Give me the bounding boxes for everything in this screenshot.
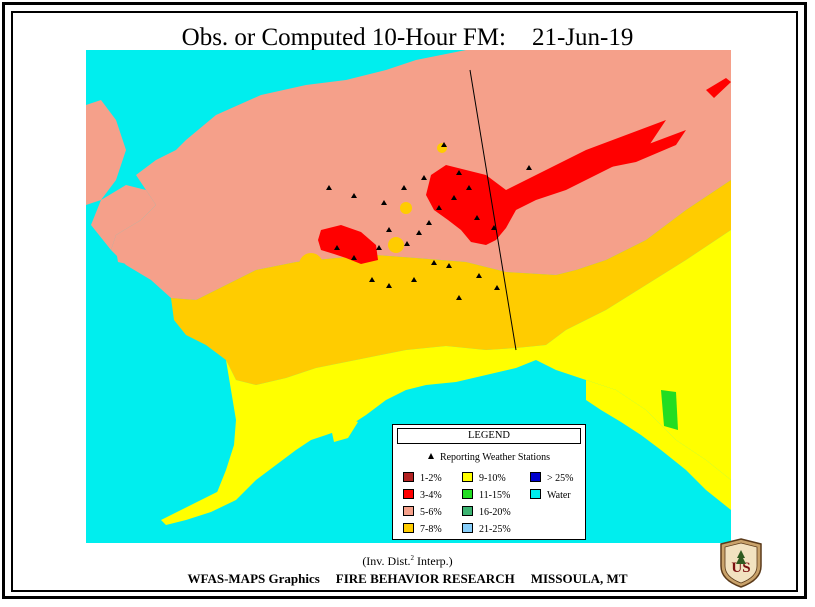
legend-swatch bbox=[462, 523, 473, 533]
legend-item-label: 9-10% bbox=[479, 473, 506, 484]
legend-swatch bbox=[403, 506, 414, 516]
station-marker bbox=[494, 285, 500, 290]
legend-swatch bbox=[403, 523, 414, 533]
legend-item-label: 7-8% bbox=[420, 524, 442, 535]
station-marker bbox=[401, 185, 407, 190]
legend-item-label: 11-15% bbox=[479, 490, 511, 501]
map-title: Obs. or Computed 10-Hour FM: 21-Jun-19 bbox=[0, 24, 815, 52]
legend-stations-entry: Reporting Weather Stations bbox=[393, 452, 585, 463]
station-marker bbox=[526, 165, 532, 170]
station-marker bbox=[436, 205, 442, 210]
station-marker bbox=[474, 215, 480, 220]
legend-item-label: 16-20% bbox=[479, 507, 511, 518]
station-marker bbox=[411, 277, 417, 282]
footer-right: MISSOULA, MT bbox=[530, 571, 628, 586]
station-marker bbox=[451, 195, 457, 200]
usfs-shield-logo: US bbox=[720, 538, 762, 588]
footer-left: WFAS-MAPS Graphics bbox=[187, 571, 320, 586]
legend-item-label: Water bbox=[547, 490, 571, 501]
station-marker bbox=[386, 227, 392, 232]
legend-item-label: 3-4% bbox=[420, 490, 442, 501]
legend-swatch bbox=[403, 489, 414, 499]
alaska-canada-border bbox=[469, 69, 517, 351]
station-marker bbox=[381, 200, 387, 205]
zone-9-10-land bbox=[216, 230, 731, 495]
footer-credits: WFAS-MAPS Graphics FIRE BEHAVIOR RESEARCH… bbox=[0, 571, 815, 587]
zone-3-4-west bbox=[318, 225, 378, 264]
legend-item: 16-20% bbox=[462, 506, 511, 519]
alaska-peninsula bbox=[161, 480, 256, 525]
inner-frame bbox=[11, 11, 798, 592]
legend-item: 5-6% bbox=[403, 506, 442, 519]
legend-item: 11-15% bbox=[462, 489, 510, 502]
kodiak-island bbox=[331, 418, 358, 442]
station-marker bbox=[404, 241, 410, 246]
interpolation-note: (Inv. Dist.2 Interp.) bbox=[0, 554, 815, 569]
station-marker bbox=[446, 263, 452, 268]
interp-pre: (Inv. Dist. bbox=[362, 554, 411, 568]
interp-post: Interp.) bbox=[414, 554, 453, 568]
station-marker bbox=[386, 283, 392, 288]
legend-item: 9-10% bbox=[462, 472, 506, 485]
footer-center: FIRE BEHAVIOR RESEARCH bbox=[335, 571, 515, 586]
station-marker bbox=[334, 245, 340, 250]
legend-swatch bbox=[462, 506, 473, 516]
zone-11-15-patch bbox=[661, 390, 678, 430]
station-marker bbox=[456, 170, 462, 175]
zone-5-6-land bbox=[111, 50, 731, 300]
station-marker bbox=[491, 225, 497, 230]
southeast-panhandle bbox=[586, 380, 731, 510]
legend-swatch bbox=[462, 489, 473, 499]
zone-3-4-east bbox=[606, 130, 686, 168]
station-marker bbox=[326, 185, 332, 190]
outer-frame bbox=[2, 2, 807, 599]
station-marker bbox=[426, 220, 432, 225]
zone-7-8-spot bbox=[400, 202, 412, 214]
station-marker bbox=[369, 277, 375, 282]
station-marker bbox=[441, 142, 447, 147]
station-triangle-icon bbox=[427, 453, 434, 459]
st-lawrence-island bbox=[116, 245, 146, 265]
legend-item: 21-25% bbox=[462, 523, 511, 536]
station-marker bbox=[466, 185, 472, 190]
station-marker bbox=[456, 295, 462, 300]
legend-item: 1-2% bbox=[403, 472, 442, 485]
legend-title: LEGEND bbox=[397, 428, 581, 444]
station-marker bbox=[416, 230, 422, 235]
legend-item-label: > 25% bbox=[547, 473, 574, 484]
zone-3-4-northeast bbox=[706, 78, 731, 98]
legend-item: 3-4% bbox=[403, 489, 442, 502]
legend-swatch bbox=[462, 472, 473, 482]
map-legend: LEGEND Reporting Weather Stations 1-2% 3… bbox=[392, 424, 586, 540]
legend-item: 7-8% bbox=[403, 523, 442, 536]
seward-peninsula bbox=[91, 185, 156, 250]
zone-7-8-spot bbox=[299, 253, 323, 277]
weather-stations bbox=[326, 142, 532, 300]
station-marker bbox=[376, 245, 382, 250]
northwest-land bbox=[86, 100, 126, 205]
legend-item: > 25% bbox=[530, 472, 573, 485]
station-marker bbox=[476, 273, 482, 278]
title-text: Obs. or Computed 10-Hour FM: bbox=[181, 24, 506, 51]
legend-swatch bbox=[403, 472, 414, 482]
zone-7-8-spot bbox=[388, 237, 404, 253]
legend-swatch bbox=[530, 489, 541, 499]
interp-sup: 2 bbox=[410, 554, 415, 562]
legend-swatch bbox=[530, 472, 541, 482]
legend-item-label: 5-6% bbox=[420, 507, 442, 518]
title-date: 21-Jun-19 bbox=[531, 24, 634, 51]
station-marker bbox=[421, 175, 427, 180]
legend-item: Water bbox=[530, 489, 571, 502]
zone-3-4-central bbox=[426, 120, 666, 245]
legend-item-label: 1-2% bbox=[420, 473, 442, 484]
station-marker bbox=[351, 255, 357, 260]
legend-item-label: 21-25% bbox=[479, 524, 511, 535]
legend-stations-label: Reporting Weather Stations bbox=[439, 452, 551, 463]
station-marker bbox=[351, 193, 357, 198]
station-marker bbox=[431, 260, 437, 265]
zone-7-8-land bbox=[171, 180, 731, 385]
